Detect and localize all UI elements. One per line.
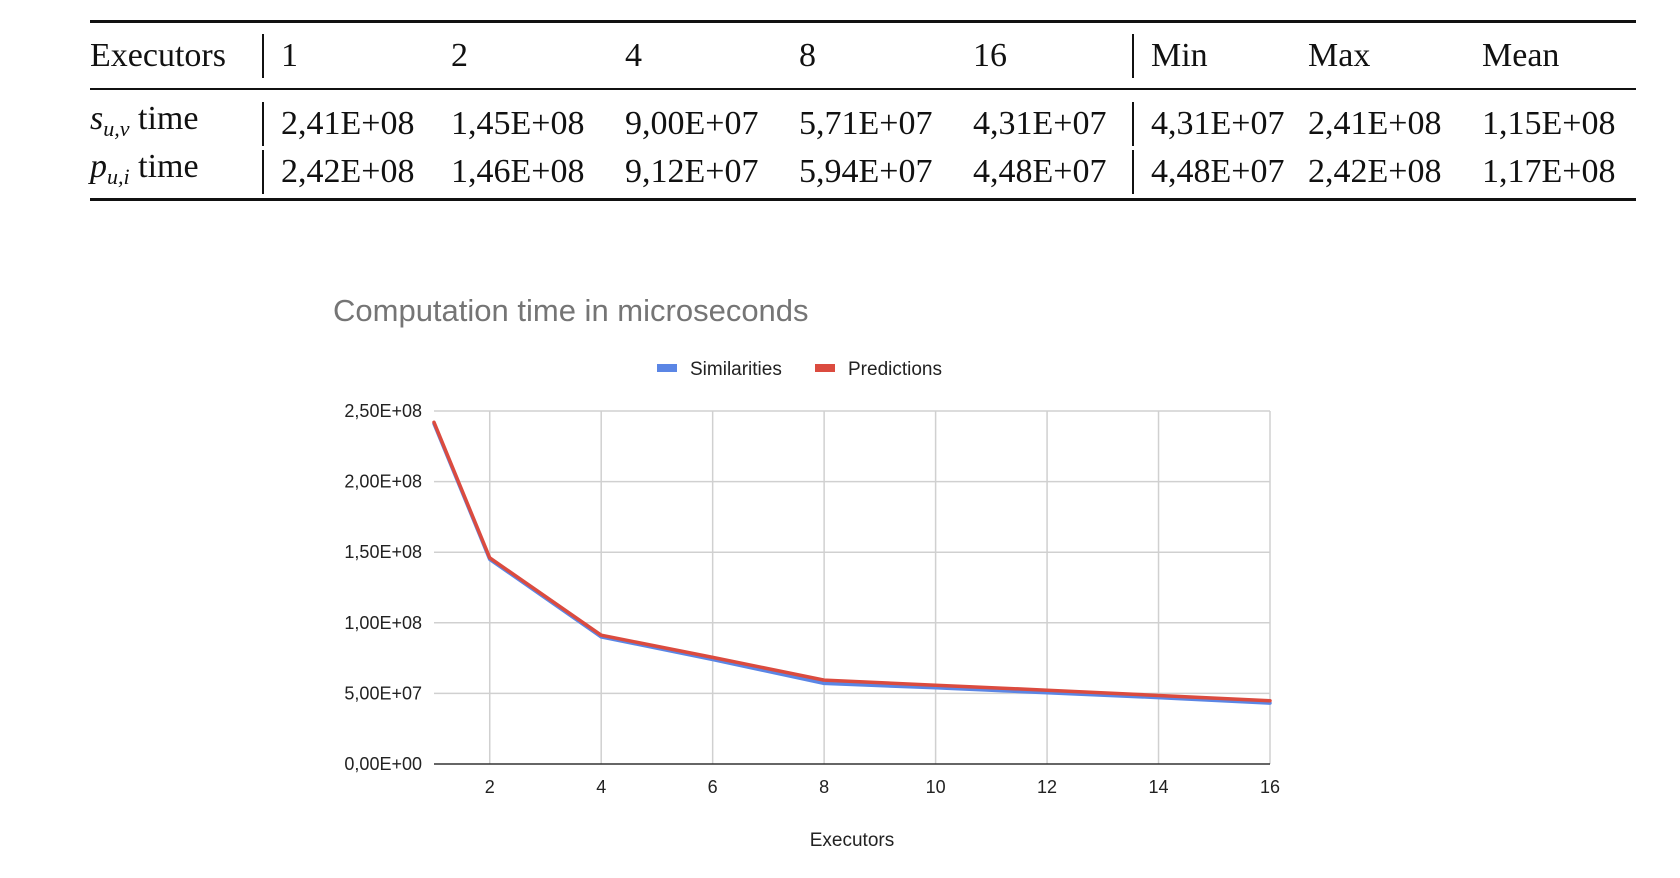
header-mean: Mean xyxy=(1482,36,1560,74)
chart-grid xyxy=(434,410,1271,764)
y-tick-label: 2,50E+08 xyxy=(344,401,422,421)
x-tick-label: 6 xyxy=(708,777,718,797)
header-executor-1: 1 xyxy=(281,36,298,74)
table-cell: 2,42E+08 xyxy=(281,153,415,190)
header-executor-16: 16 xyxy=(973,36,1007,74)
series-line-similarities xyxy=(432,421,1272,705)
x-tick-label: 4 xyxy=(596,777,606,797)
table-mid-rule xyxy=(90,88,1636,90)
column-separator xyxy=(1132,33,1134,78)
column-separator xyxy=(262,33,264,78)
chart-legend: Similarities Predictions xyxy=(657,359,942,380)
table-header-row: Executors 1 2 4 8 16 Min Max Mean xyxy=(90,23,1636,88)
series-line-predictions xyxy=(432,420,1272,703)
y-tick-label: 1,00E+08 xyxy=(344,613,422,633)
x-tick-label: 2 xyxy=(485,777,495,797)
x-tick-label: 8 xyxy=(819,777,829,797)
header-executor-2: 2 xyxy=(451,36,468,74)
x-tick-label: 14 xyxy=(1149,777,1169,797)
x-axis-title: Executors xyxy=(810,830,894,851)
table-cell: 1,45E+08 xyxy=(451,105,585,142)
x-tick-label: 16 xyxy=(1260,777,1280,797)
y-tick-label: 2,00E+08 xyxy=(344,472,422,492)
header-executor-4: 4 xyxy=(625,36,642,74)
legend-swatch-similarities xyxy=(657,364,677,372)
chart-title: Computation time in microseconds xyxy=(333,293,809,328)
legend-swatch-predictions xyxy=(815,364,835,372)
table-cell-min: 4,48E+07 xyxy=(1151,153,1285,190)
table-cell: 9,12E+07 xyxy=(625,153,759,190)
header-max: Max xyxy=(1308,36,1371,74)
header-executors-label: Executors xyxy=(90,36,226,74)
results-table: Executors 1 2 4 8 16 Min Max Mean su,v t… xyxy=(90,20,1636,201)
legend-label-predictions: Predictions xyxy=(848,359,942,380)
table-top-rule xyxy=(90,20,1636,23)
header-min: Min xyxy=(1151,36,1208,74)
table-cell: 5,71E+07 xyxy=(799,105,933,142)
column-separator xyxy=(262,150,264,194)
table-cell-min: 4,31E+07 xyxy=(1151,105,1285,142)
table-cell: 1,46E+08 xyxy=(451,153,585,190)
x-tick-label: 10 xyxy=(926,777,946,797)
chart-series xyxy=(432,420,1272,705)
table-cell: 4,31E+07 xyxy=(973,105,1107,142)
row-label-predictions: pu,i time xyxy=(90,148,199,189)
table-cell: 4,48E+07 xyxy=(973,153,1107,190)
table-row-predictions: pu,i time 2,42E+08 1,46E+08 9,12E+07 5,9… xyxy=(90,148,1636,194)
column-separator xyxy=(262,102,264,146)
header-executor-8: 8 xyxy=(799,36,816,74)
legend-label-similarities: Similarities xyxy=(690,359,782,380)
table-cell: 2,41E+08 xyxy=(281,105,415,142)
table-cell-mean: 1,15E+08 xyxy=(1482,105,1616,142)
y-tick-label: 0,00E+00 xyxy=(344,754,422,774)
table-cell: 5,94E+07 xyxy=(799,153,933,190)
table-cell-mean: 1,17E+08 xyxy=(1482,153,1616,190)
table-bottom-rule xyxy=(90,198,1636,201)
table-cell: 9,00E+07 xyxy=(625,105,759,142)
column-separator xyxy=(1132,150,1134,194)
column-separator xyxy=(1132,102,1134,146)
table-cell-max: 2,41E+08 xyxy=(1308,105,1442,142)
chart-tick-labels: 0,00E+00 5,00E+07 1,00E+08 1,50E+08 2,00E+08… xyxy=(344,401,1280,797)
y-tick-label: 5,00E+07 xyxy=(344,683,422,703)
table-cell-max: 2,42E+08 xyxy=(1308,153,1442,190)
row-label-similarities: su,v time xyxy=(90,100,199,141)
table-row-similarities: su,v time 2,41E+08 1,45E+08 9,00E+07 5,7… xyxy=(90,96,1636,152)
y-tick-label: 1,50E+08 xyxy=(344,542,422,562)
x-tick-label: 12 xyxy=(1037,777,1057,797)
